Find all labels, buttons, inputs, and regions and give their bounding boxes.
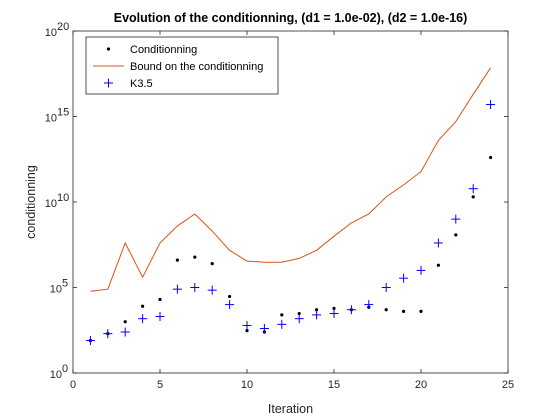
- legend-label: Bound on the conditionning: [130, 61, 263, 73]
- k35-point: [225, 300, 235, 310]
- conditionning-point: [489, 155, 493, 160]
- conditionning-point: [332, 306, 336, 310]
- conditionning-point: [454, 233, 458, 237]
- k35-point: [190, 283, 200, 292]
- k35-point: [416, 265, 426, 275]
- series-layer: [85, 67, 496, 345]
- legend-label: K3.5: [130, 78, 153, 90]
- conditionning-point: [280, 313, 284, 317]
- k35-point: [381, 283, 391, 292]
- y-axis-label: conditionning: [24, 165, 38, 239]
- y-tick-exponent: 10: [57, 192, 69, 204]
- y-tick-label: 10: [50, 284, 62, 296]
- conditionning-point: [402, 309, 406, 314]
- y-tick-exponent: 5: [62, 278, 68, 290]
- conditionning-point: [297, 311, 301, 316]
- conditionning-point: [384, 308, 388, 312]
- legend-item: K3.5: [104, 78, 153, 90]
- conditionning-point: [123, 320, 127, 324]
- legend: Conditionning Bound on the conditionning K…: [85, 36, 279, 95]
- k35-point: [451, 214, 461, 224]
- k35-point: [120, 327, 130, 337]
- legend-item: Conditionning: [106, 44, 197, 56]
- conditionning-point: [228, 294, 232, 299]
- x-axis-label: Iteration: [268, 402, 313, 416]
- y-tick-exponent: 20: [57, 21, 69, 33]
- series-bound-on-the-conditionning: [90, 67, 492, 292]
- y-tick-label: 10: [45, 27, 57, 39]
- series-conditionning: [88, 155, 493, 343]
- k35-point: [433, 238, 443, 248]
- legend-item: Bound on the conditionning: [93, 61, 263, 73]
- k35-point: [486, 100, 496, 110]
- legend-label: Conditionning: [130, 44, 197, 56]
- k35-point: [364, 300, 374, 310]
- k35-point: [172, 284, 182, 294]
- y-tick-exponent: 15: [57, 107, 69, 119]
- chart-title: Evolution of the conditionning, (d1 = 1.…: [114, 11, 468, 25]
- legend-dot-sample: [106, 47, 111, 51]
- k35-point: [312, 310, 322, 320]
- conditionning-point: [436, 263, 440, 267]
- k35-point: [155, 312, 165, 322]
- conditionning-point: [158, 297, 162, 302]
- k35-point: [259, 324, 269, 334]
- k35-point: [207, 285, 217, 295]
- bound-line: [90, 67, 492, 292]
- x-tick-label: 25: [502, 379, 514, 391]
- x-tick-label: 10: [241, 379, 253, 391]
- k35-point: [242, 320, 252, 330]
- series-k3-5: [85, 100, 496, 345]
- k35-point: [329, 309, 339, 319]
- conditionning-point: [315, 308, 319, 312]
- x-tick-label: 0: [70, 379, 76, 391]
- conditionning-point: [419, 309, 423, 314]
- conditionning-point: [193, 255, 197, 259]
- conditionning-point: [210, 261, 214, 266]
- k35-point: [346, 305, 356, 315]
- k35-point: [138, 314, 148, 324]
- k35-point: [85, 335, 95, 345]
- k35-point: [103, 329, 113, 339]
- conditionning-point: [471, 195, 475, 199]
- x-tick-label: 15: [328, 379, 340, 391]
- k35-point: [399, 273, 409, 283]
- y-tick-label: 10: [45, 113, 57, 125]
- y-tick-exponent: 0: [62, 363, 68, 375]
- y-tick-label: 10: [50, 369, 62, 381]
- x-tick-label: 5: [157, 379, 163, 391]
- conditionning-point: [245, 329, 249, 333]
- x-tick-label: 20: [415, 379, 427, 391]
- k35-point: [277, 319, 287, 329]
- k35-point: [468, 184, 478, 194]
- k35-point: [294, 314, 304, 324]
- conditionning-point: [141, 304, 145, 308]
- conditionning-point: [175, 258, 179, 262]
- y-tick-label: 10: [45, 198, 57, 210]
